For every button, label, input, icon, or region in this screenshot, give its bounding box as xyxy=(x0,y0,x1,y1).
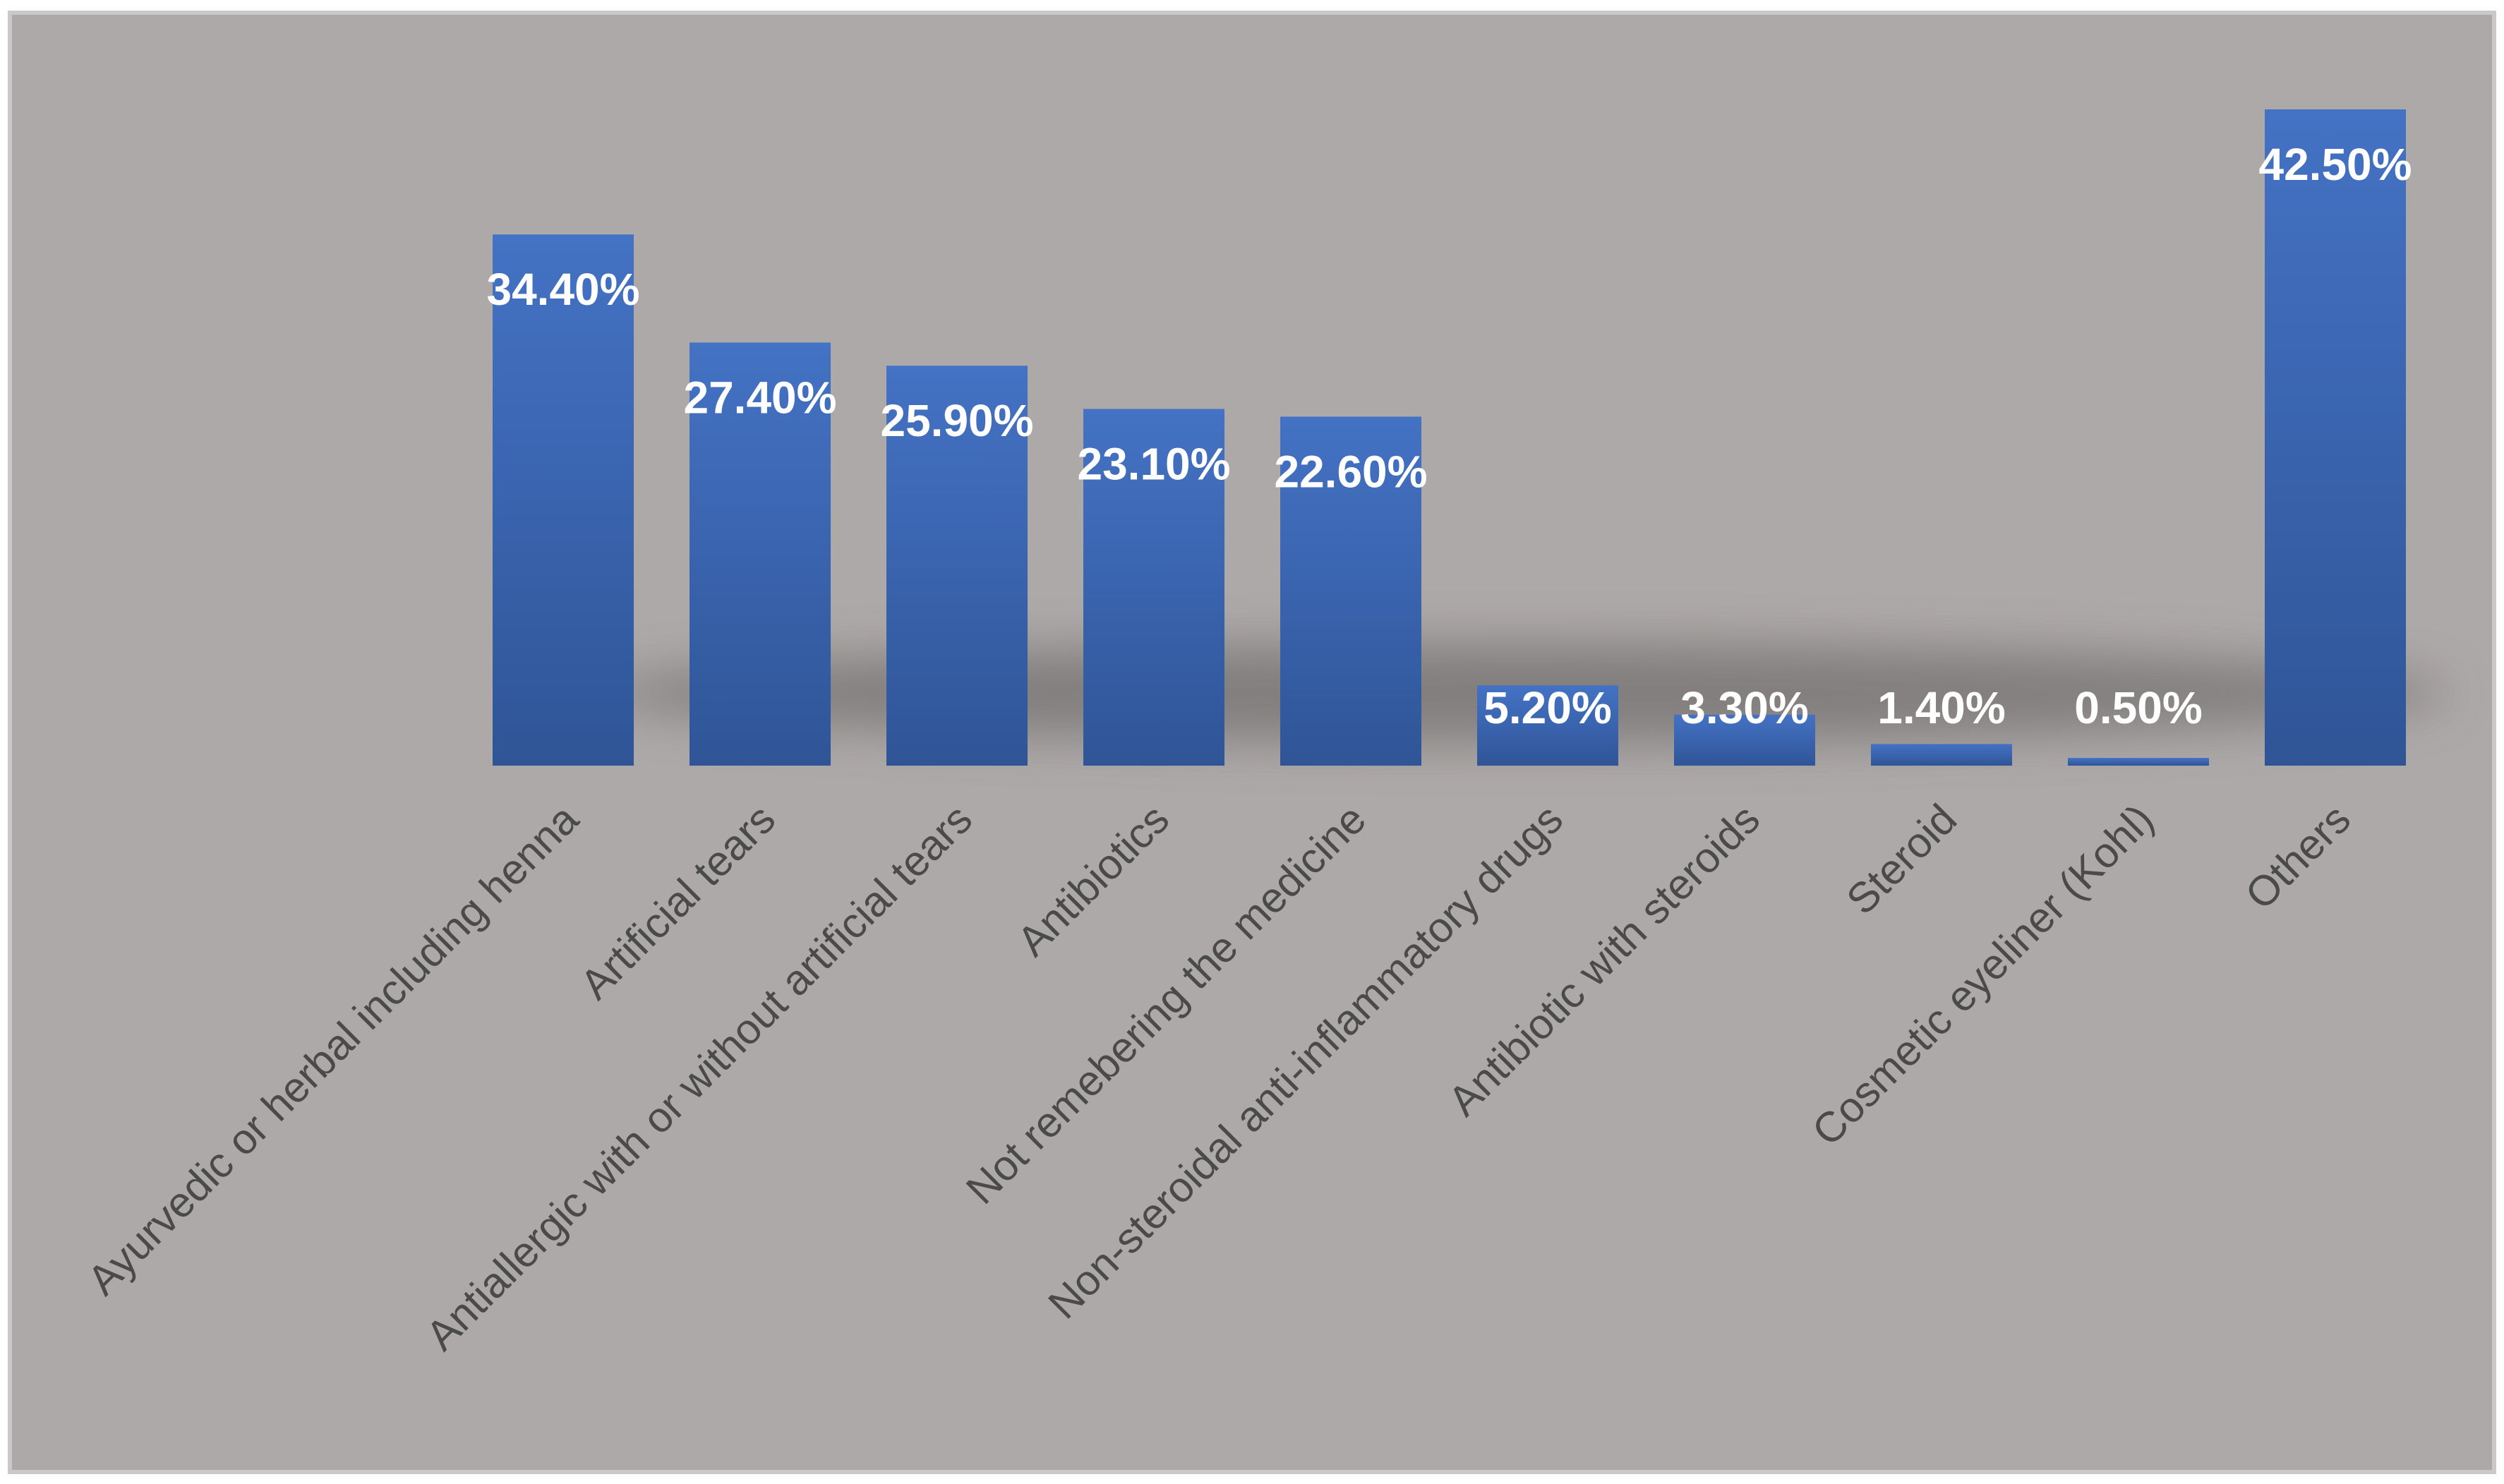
bar-9 xyxy=(2068,758,2209,766)
bar-3 xyxy=(886,366,1028,766)
data-label-6: 5.20% xyxy=(1483,682,1611,733)
data-label-3: 25.90% xyxy=(880,395,1033,446)
data-label-7: 3.30% xyxy=(1680,682,1808,733)
bar-1 xyxy=(493,234,634,766)
bar-2 xyxy=(690,342,831,766)
data-label-8: 1.40% xyxy=(1877,682,2005,733)
bar-8 xyxy=(1871,744,2012,766)
data-label-4: 23.10% xyxy=(1077,439,1230,490)
data-label-5: 22.60% xyxy=(1274,446,1427,497)
bars-layer xyxy=(493,109,2406,766)
value-labels-layer: 34.40% 27.40% 25.90% 23.10% 22.60% 5.20% 3.30%… xyxy=(486,139,2412,733)
data-label-2: 27.40% xyxy=(683,372,836,423)
bar-4 xyxy=(1083,409,1224,766)
data-label-9: 0.50% xyxy=(2074,682,2202,733)
data-label-10: 42.50% xyxy=(2258,139,2412,190)
bar-10 xyxy=(2265,109,2406,766)
bar-5 xyxy=(1280,416,1421,766)
chart-background xyxy=(8,11,2496,1474)
bar-7 xyxy=(1674,714,1815,766)
bar-6 xyxy=(1477,685,1618,766)
data-label-1: 34.40% xyxy=(486,264,639,315)
